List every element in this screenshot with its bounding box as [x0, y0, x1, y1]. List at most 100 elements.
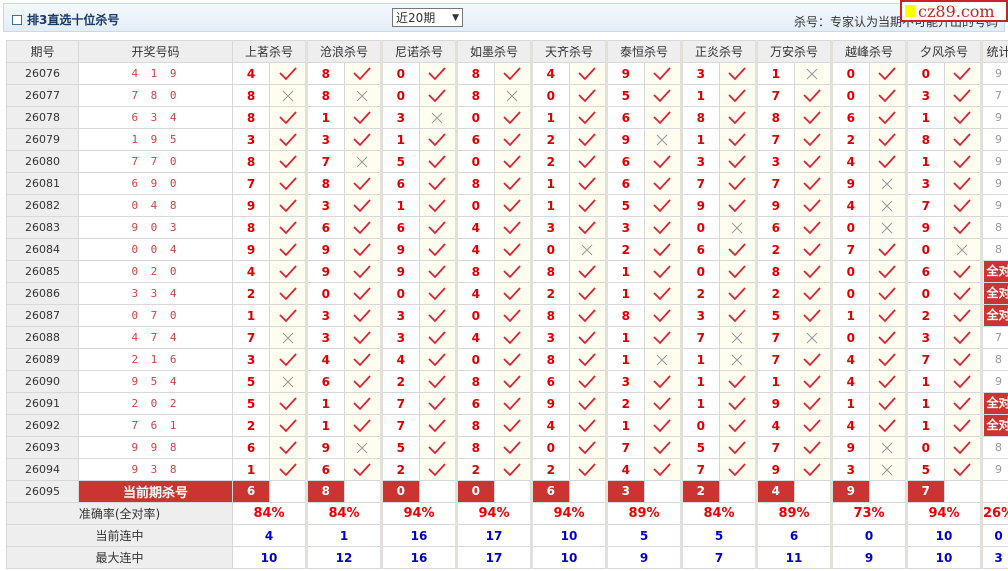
column-header[interactable]: 万安杀号 — [756, 40, 833, 63]
kill-number: 1 — [756, 62, 795, 85]
check-icon — [269, 392, 308, 415]
issue-number: 26087 — [6, 304, 79, 327]
kill-number: 6 — [306, 216, 345, 239]
column-header[interactable]: 尼诺杀号 — [381, 40, 458, 63]
column-header[interactable]: 正炎杀号 — [681, 40, 758, 63]
kill-number: 0 — [681, 216, 720, 239]
check-icon — [793, 172, 833, 195]
footer-value: 84% — [232, 502, 308, 525]
check-icon — [643, 172, 683, 195]
footer-label: 准确率(全对率) — [6, 502, 233, 525]
watermark-logo: cz89.com — [900, 0, 1008, 22]
kill-number: 0 — [906, 282, 945, 305]
kill-number: 1 — [531, 172, 570, 195]
check-icon — [793, 260, 833, 283]
footer-value: 10 — [531, 524, 608, 547]
kill-number: 9 — [831, 436, 870, 459]
kill-number: 8 — [232, 150, 270, 173]
footer-value: 84% — [681, 502, 758, 525]
footer-value: 6 — [756, 524, 833, 547]
column-header[interactable]: 沧浪杀号 — [306, 40, 383, 63]
kill-number: 2 — [381, 370, 420, 393]
period-select[interactable]: 近20期 ▼ — [392, 8, 463, 27]
kill-number: 1 — [906, 392, 945, 415]
kill-number: 4 — [381, 348, 420, 371]
kill-number: 2 — [531, 150, 570, 173]
current-kill-number: 6 — [531, 480, 570, 503]
kill-number: 3 — [606, 370, 645, 393]
check-icon — [643, 458, 683, 481]
kill-number: 5 — [606, 84, 645, 107]
check-icon — [418, 238, 458, 261]
kill-number: 1 — [606, 260, 645, 283]
kill-number: 4 — [831, 414, 870, 437]
check-icon — [568, 348, 608, 371]
column-header[interactable]: 统计 — [981, 40, 1008, 63]
check-icon — [643, 106, 683, 129]
stat-count: 7 — [981, 326, 1008, 349]
footer-label: 当前连中 — [6, 524, 233, 547]
kill-number: 9 — [906, 216, 945, 239]
column-header[interactable]: 天齐杀号 — [531, 40, 608, 63]
column-header[interactable]: 如墨杀号 — [456, 40, 533, 63]
check-icon — [493, 172, 533, 195]
kill-number: 7 — [232, 326, 270, 349]
issue-number: 26079 — [6, 128, 79, 151]
kill-number: 0 — [381, 282, 420, 305]
kill-number: 4 — [831, 150, 870, 173]
footer-value: 10 — [531, 546, 608, 569]
column-header[interactable]: 越峰杀号 — [831, 40, 908, 63]
kill-number: 1 — [681, 84, 720, 107]
stat-count: 9 — [981, 106, 1008, 129]
kill-number: 3 — [906, 84, 945, 107]
footer-value: 0 — [831, 524, 908, 547]
kill-number: 5 — [232, 392, 270, 415]
check-icon — [568, 62, 608, 85]
column-header[interactable]: 开奖号码 — [78, 40, 233, 63]
issue-number: 26086 — [6, 282, 79, 305]
check-icon — [943, 414, 983, 437]
check-icon — [269, 172, 308, 195]
kill-number: 0 — [906, 436, 945, 459]
draw-number: 3 3 4 — [78, 282, 233, 305]
kill-number: 1 — [681, 370, 720, 393]
kill-number: 3 — [681, 62, 720, 85]
check-icon — [343, 128, 383, 151]
current-kill-row: 26095 当前期杀号 6 8 0 0 6 3 2 4 9 7 — [6, 480, 1008, 503]
kill-number: 6 — [906, 260, 945, 283]
check-icon — [643, 84, 683, 107]
issue-number: 26083 — [6, 216, 79, 239]
kill-number: 0 — [381, 84, 420, 107]
kill-number: 4 — [831, 194, 870, 217]
column-header[interactable]: 泰恒杀号 — [606, 40, 683, 63]
logo-square-icon — [905, 5, 915, 17]
column-header[interactable]: 夕风杀号 — [906, 40, 983, 63]
footer-value: 17 — [456, 546, 533, 569]
check-icon — [643, 326, 683, 349]
kill-number: 1 — [606, 414, 645, 437]
draw-number: 0 0 4 — [78, 238, 233, 261]
kill-number: 3 — [381, 106, 420, 129]
kill-number: 0 — [831, 260, 870, 283]
kill-number: 8 — [681, 106, 720, 129]
kill-number: 5 — [232, 370, 270, 393]
check-icon — [793, 436, 833, 459]
check-icon — [568, 458, 608, 481]
column-header[interactable]: 上茗杀号 — [232, 40, 308, 63]
check-icon — [418, 128, 458, 151]
draw-number: 4 7 4 — [78, 326, 233, 349]
footer-value: 9 — [606, 546, 683, 569]
check-icon — [943, 370, 983, 393]
check-icon — [269, 128, 308, 151]
current-kill-number: 4 — [756, 480, 795, 503]
column-header[interactable]: 期号 — [6, 40, 79, 63]
check-icon — [568, 150, 608, 173]
check-icon — [568, 84, 608, 107]
kill-number: 6 — [606, 172, 645, 195]
kill-number: 8 — [531, 304, 570, 327]
kill-number: 0 — [456, 304, 495, 327]
kill-number: 2 — [531, 458, 570, 481]
check-icon — [943, 326, 983, 349]
kill-number: 0 — [831, 326, 870, 349]
kill-number: 0 — [456, 348, 495, 371]
